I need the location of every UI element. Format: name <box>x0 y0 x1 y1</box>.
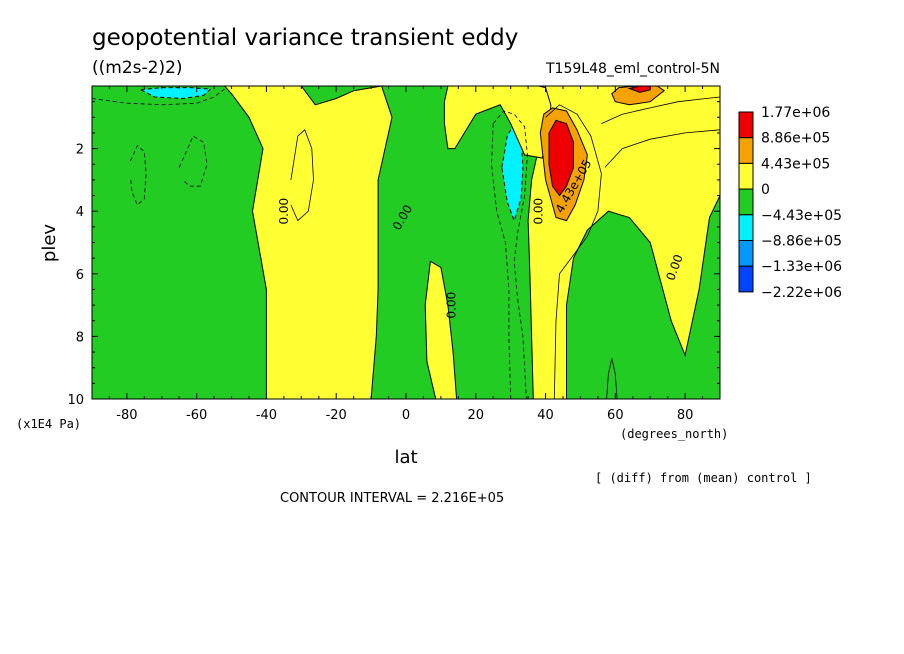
dashed-contour-0 <box>130 144 147 206</box>
colorbar-label: 1.77e+06 <box>761 105 830 121</box>
colorbar-swatch <box>738 240 754 267</box>
axis-ticks: -80 -60 -40 -20 0 20 40 60 80 2 4 6 8 10 <box>67 86 720 423</box>
contour-region-5 <box>447 86 720 399</box>
x-tick-label: -40 <box>256 408 277 423</box>
solid-contour-1 <box>545 104 602 399</box>
colorbar-label: −1.33e+06 <box>761 259 842 275</box>
chart-units: ((m2s-2)2) <box>92 58 183 78</box>
y-tick-label: 10 <box>67 393 84 408</box>
contour-label-3: 0.00 <box>532 198 546 225</box>
contour-label-0: 0.00 <box>277 198 291 225</box>
x-tick-label: 60 <box>607 408 624 423</box>
colorbar-label: 0 <box>761 182 770 198</box>
x-tick-label: 80 <box>677 408 694 423</box>
solid-contour-2 <box>601 96 720 124</box>
diff-note: [ (diff) from (mean) control ] <box>595 471 812 485</box>
dashed-contour-4 <box>491 123 512 399</box>
colorbar-swatch <box>738 265 754 293</box>
y-tick-label: 8 <box>76 330 84 345</box>
colorbar-label: −2.22e+06 <box>761 285 842 301</box>
solid-contour-4 <box>606 358 618 399</box>
y-axis-unit: (x1E4 Pa) <box>16 417 81 431</box>
contour-region-1 <box>139 87 212 100</box>
dashed-contour-2 <box>92 88 225 106</box>
x-axis-unit: (degrees_north) <box>620 427 728 441</box>
colorbar-swatch <box>738 162 754 190</box>
dashed-contour-3 <box>492 110 528 399</box>
contour-lines <box>92 88 720 399</box>
colorbar: 1.77e+06 8.86e+05 4.43e+05 0 −4.43e+05 −8.86e… <box>738 105 842 301</box>
x-tick-label: 0 <box>402 408 410 423</box>
solid-contour-3 <box>604 129 720 168</box>
x-tick-label: 20 <box>468 408 485 423</box>
contour-region-4 <box>424 260 458 399</box>
colorbar-swatch <box>738 188 754 216</box>
contour-region-3 <box>223 86 393 399</box>
x-tick-label: -80 <box>116 408 137 423</box>
colorbar-swatch <box>738 111 754 139</box>
contour-interval: CONTOUR INTERVAL = 2.216E+05 <box>280 491 504 506</box>
contour-label-2: 0.00 <box>444 292 458 319</box>
solid-contour-0 <box>290 129 314 222</box>
x-tick-label: 40 <box>537 408 554 423</box>
y-tick-label: 6 <box>76 268 84 283</box>
contour-region-0 <box>501 122 524 223</box>
plot-area: 0.00 0.000.000.000.004.43e+05 -80 -60 -40 -2… <box>67 85 721 423</box>
contour-region-8 <box>611 86 666 106</box>
y-tick-label: 4 <box>76 205 84 220</box>
contour-region-9 <box>548 119 574 197</box>
colorbar-swatch <box>738 214 754 242</box>
filled-contours <box>139 86 720 399</box>
colorbar-label: −8.86e+05 <box>761 234 842 250</box>
x-tick-label: -60 <box>186 408 207 423</box>
colorbar-swatch <box>738 137 754 164</box>
colorbar-label: 4.43e+05 <box>761 156 830 172</box>
colorbar-label: −4.43e+05 <box>761 208 842 224</box>
y-tick-label: 2 <box>76 143 84 158</box>
chart-title: geopotential variance transient eddy <box>92 25 518 51</box>
x-axis-label: lat <box>394 447 417 468</box>
x-tick-label: -20 <box>326 408 347 423</box>
y-axis-label: plev <box>39 224 60 263</box>
colorbar-label: 8.86e+05 <box>761 131 830 147</box>
contour-region-6 <box>443 86 552 159</box>
run-name: T159L48_eml_control-5N <box>545 61 720 77</box>
